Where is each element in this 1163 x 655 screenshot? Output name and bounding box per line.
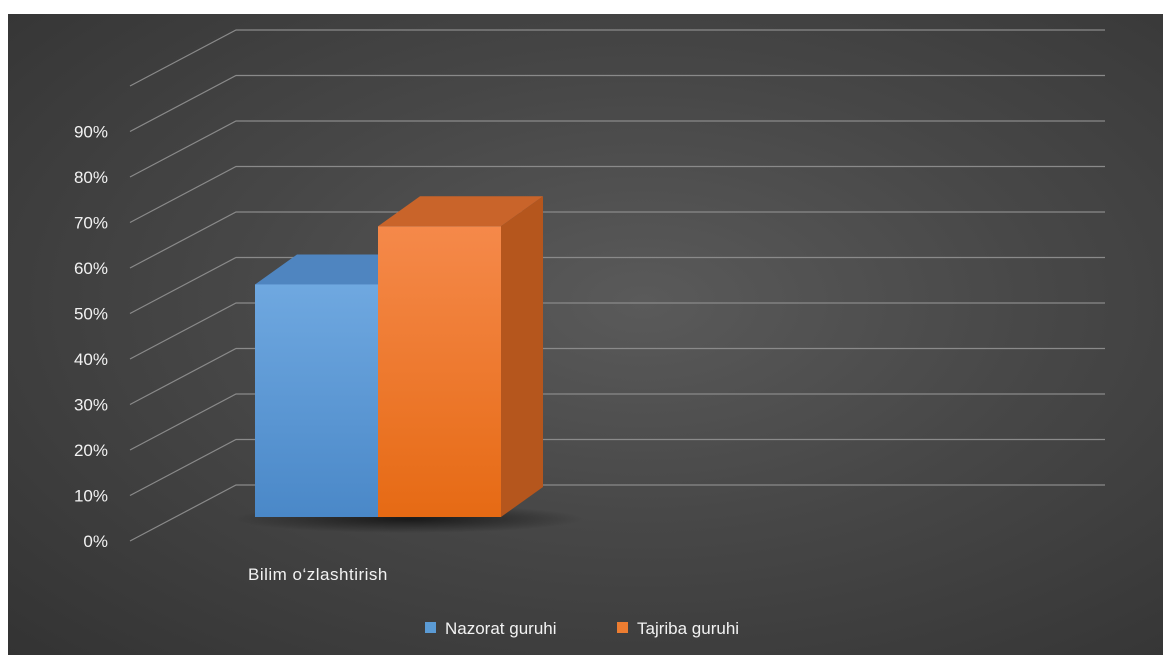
bar-front-face bbox=[255, 284, 378, 517]
gridline bbox=[129, 302, 1105, 360]
legend-swatch bbox=[425, 622, 436, 633]
legend-label: Tajriba guruhi bbox=[637, 619, 739, 638]
bar-front-face bbox=[378, 226, 501, 518]
bar-chart: 0% 10% 20% 30% 40% 50% 60% 70% 80% 90% Bilim o‘zl… bbox=[74, 29, 1105, 638]
legend-label: Nazorat guruhi bbox=[445, 619, 557, 638]
gridline bbox=[129, 74, 1105, 133]
gridline bbox=[129, 211, 1105, 269]
gridline bbox=[129, 438, 1105, 497]
y-axis-ticks: 0% 10% 20% 30% 40% 50% 60% 70% 80% 90% bbox=[74, 123, 108, 552]
bars bbox=[233, 196, 583, 533]
chart-area: 0% 10% 20% 30% 40% 50% 60% 70% 80% 90% Bilim o‘zl… bbox=[8, 14, 1163, 655]
gridline bbox=[129, 484, 1105, 542]
gridline bbox=[129, 347, 1105, 406]
gridlines bbox=[129, 29, 1105, 542]
legend-swatch bbox=[617, 622, 628, 633]
y-tick-label: 30% bbox=[74, 396, 108, 415]
y-tick-label: 40% bbox=[74, 350, 108, 369]
gridline bbox=[129, 393, 1105, 451]
y-tick-label: 90% bbox=[74, 123, 108, 142]
gridline bbox=[129, 256, 1105, 315]
bar-tajriba-guruhi bbox=[378, 196, 543, 518]
bar-side-face bbox=[501, 196, 543, 518]
y-tick-label: 10% bbox=[74, 487, 108, 506]
y-tick-label: 60% bbox=[74, 259, 108, 278]
y-tick-label: 50% bbox=[74, 305, 108, 324]
gridline bbox=[129, 29, 1105, 87]
bar-top-face bbox=[378, 196, 543, 227]
y-tick-label: 0% bbox=[83, 532, 108, 551]
category-label: Bilim o‘zlashtirish bbox=[248, 565, 388, 584]
legend: Nazorat guruhi Tajriba guruhi bbox=[425, 619, 739, 638]
y-tick-label: 70% bbox=[74, 214, 108, 233]
y-tick-label: 20% bbox=[74, 441, 108, 460]
gridline bbox=[129, 120, 1105, 178]
y-tick-label: 80% bbox=[74, 168, 108, 187]
gridline bbox=[129, 165, 1105, 224]
